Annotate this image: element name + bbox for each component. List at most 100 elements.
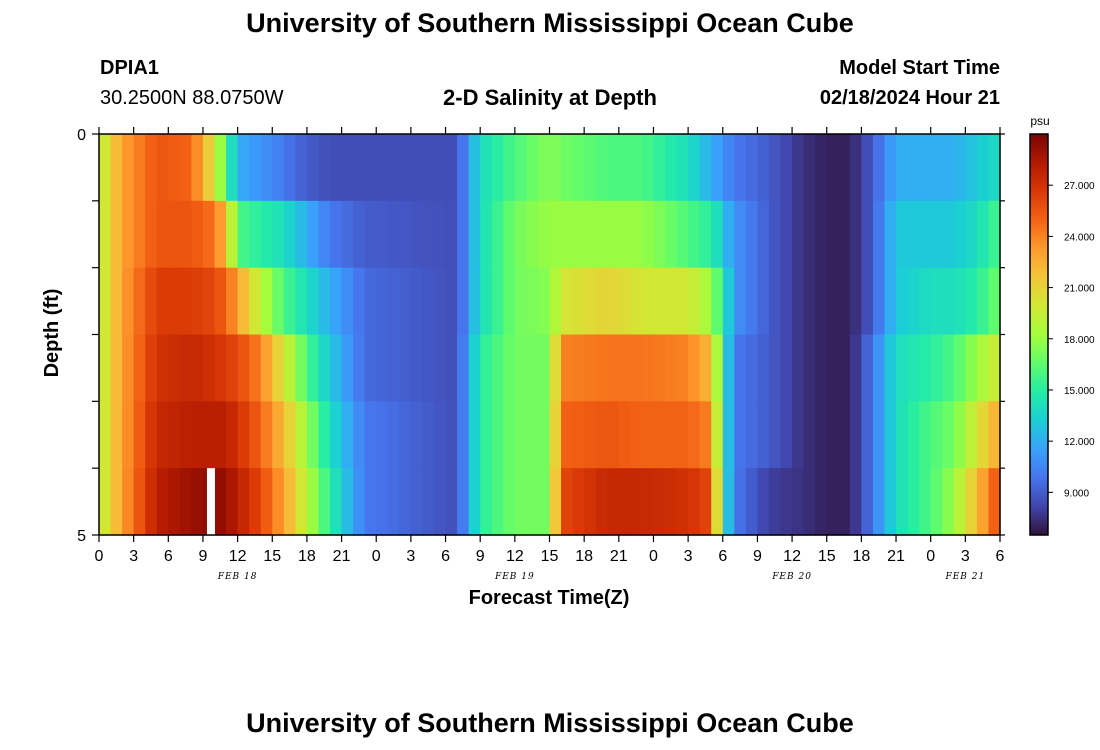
heatmap-cell xyxy=(618,134,631,202)
heatmap-cell xyxy=(341,267,354,336)
x-tick-label: 15 xyxy=(818,548,836,565)
heatmap-cell xyxy=(445,334,458,402)
heatmap-cells xyxy=(99,134,1001,536)
heatmap-cell xyxy=(179,468,193,536)
heatmap-cell xyxy=(838,200,851,269)
heatmap-cell xyxy=(526,401,539,469)
heatmap-cell xyxy=(768,200,782,269)
heatmap-cell xyxy=(584,334,597,402)
heatmap-cell xyxy=(988,134,1001,202)
heatmap-cell xyxy=(676,468,689,536)
heatmap-cell xyxy=(491,468,504,536)
heatmap-cell xyxy=(930,134,943,202)
heatmap-cell xyxy=(249,401,262,469)
heatmap-cell xyxy=(861,468,874,536)
x-tick-label: 6 xyxy=(441,548,450,565)
heatmap-cell xyxy=(930,267,943,336)
heatmap-cell xyxy=(768,401,782,469)
heatmap-cell xyxy=(665,134,678,202)
heatmap-cell xyxy=(676,334,689,402)
x-tick-label: 21 xyxy=(887,548,905,565)
heatmap-cell xyxy=(341,334,354,402)
heatmap-cell xyxy=(272,134,285,202)
heatmap-cell xyxy=(815,134,828,202)
heatmap-cell xyxy=(884,468,897,536)
heatmap-cell xyxy=(306,134,320,202)
heatmap-cell xyxy=(191,200,204,269)
heatmap-cell xyxy=(942,468,955,536)
heatmap-cell xyxy=(283,267,296,336)
heatmap-cell xyxy=(214,334,227,402)
heatmap-cell xyxy=(503,401,516,469)
heatmap-cell xyxy=(919,401,932,469)
heatmap-cell xyxy=(930,468,943,536)
heatmap-cell xyxy=(584,468,597,536)
heatmap-cell xyxy=(283,468,296,536)
heatmap-cell xyxy=(168,401,181,469)
heatmap-cell xyxy=(653,267,666,336)
heatmap-cell xyxy=(260,468,273,536)
heatmap-cell xyxy=(480,401,493,469)
heatmap-cell xyxy=(826,267,839,336)
heatmap-cell xyxy=(699,134,712,202)
heatmap-cell xyxy=(976,200,990,269)
heatmap-cell xyxy=(283,401,296,469)
heatmap-cell xyxy=(930,200,943,269)
heatmap-cell xyxy=(826,468,839,536)
heatmap-cell xyxy=(110,401,123,469)
heatmap-cell xyxy=(884,267,897,336)
heatmap-cell xyxy=(353,134,366,202)
heatmap-cell xyxy=(653,334,666,402)
heatmap-cell xyxy=(722,134,735,202)
heatmap-cell xyxy=(711,134,724,202)
heatmap-cell xyxy=(896,401,909,469)
heatmap-cell xyxy=(99,334,112,402)
heatmap-cell xyxy=(376,468,389,536)
heatmap-cell xyxy=(711,200,724,269)
heatmap-cell xyxy=(318,468,331,536)
x-tick-label: 9 xyxy=(476,548,485,565)
heatmap-cell xyxy=(976,334,990,402)
heatmap-cell xyxy=(422,468,435,536)
heatmap-cell xyxy=(376,134,389,202)
x-tick-label: 6 xyxy=(164,548,173,565)
heatmap-cell xyxy=(341,468,354,536)
heatmap-cell xyxy=(491,334,504,402)
heatmap-cell xyxy=(110,267,123,336)
heatmap-cell xyxy=(757,334,770,402)
x-tick-label: 0 xyxy=(649,548,658,565)
heatmap-cell xyxy=(561,334,574,402)
colorbar-tick-label: 21.000 xyxy=(1064,284,1095,295)
heatmap-cell xyxy=(745,134,759,202)
heatmap-cell xyxy=(318,267,331,336)
heatmap-cell xyxy=(676,200,689,269)
heatmap-cell xyxy=(468,468,481,536)
heatmap-cell xyxy=(122,334,135,402)
heatmap-cell xyxy=(734,468,747,536)
heatmap-cell xyxy=(838,401,851,469)
heatmap-cell xyxy=(399,334,412,402)
heatmap-cell xyxy=(849,134,862,202)
heatmap-cell xyxy=(919,200,932,269)
heatmap-cell xyxy=(965,200,978,269)
heatmap-cell xyxy=(237,401,250,469)
heatmap-cell xyxy=(364,334,377,402)
heatmap-cell xyxy=(745,200,759,269)
date-label: FEB 20 xyxy=(771,572,812,582)
footer-title: University of Southern Mississippi Ocean… xyxy=(246,708,854,738)
heatmap-cell xyxy=(399,401,412,469)
heatmap-cell xyxy=(445,267,458,336)
heatmap-cell xyxy=(838,334,851,402)
heatmap-cell xyxy=(607,468,620,536)
heatmap-cell xyxy=(572,200,585,269)
x-tick-label: 3 xyxy=(684,548,693,565)
heatmap-cell xyxy=(364,134,377,202)
y-axis-ticks: 05 xyxy=(77,127,1005,545)
heatmap-cell xyxy=(295,267,308,336)
heatmap-cell xyxy=(722,401,735,469)
heatmap-cell xyxy=(826,401,839,469)
heatmap-cell xyxy=(584,134,597,202)
station-coords: 30.2500N 88.0750W xyxy=(100,87,284,109)
heatmap-cell xyxy=(237,200,250,269)
heatmap-cell xyxy=(630,401,643,469)
